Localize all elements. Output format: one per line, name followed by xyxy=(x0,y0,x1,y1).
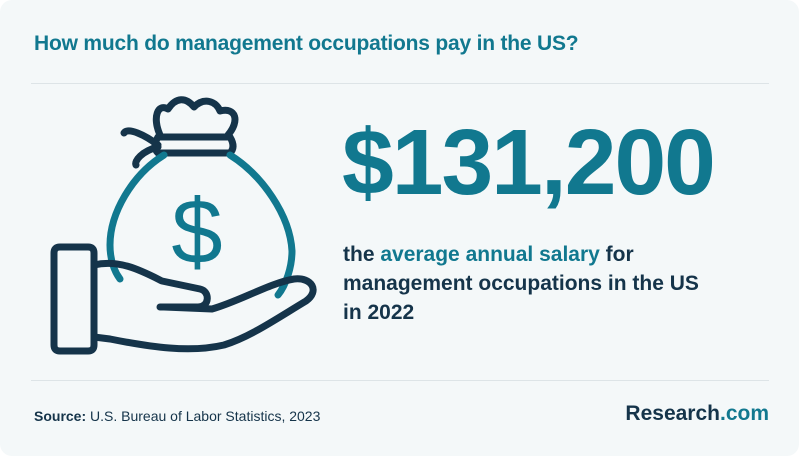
bottom-divider xyxy=(31,380,769,381)
dollar-sign-icon: $ xyxy=(171,181,222,283)
bag-knot xyxy=(152,96,239,139)
source-label: Source: xyxy=(34,408,87,424)
source-note: Source: U.S. Bureau of Labor Statistics,… xyxy=(34,408,320,424)
source-text: U.S. Bureau of Labor Statistics, 2023 xyxy=(86,408,321,424)
description-prefix: the xyxy=(343,243,381,266)
bag-tie xyxy=(151,133,237,157)
brand-suffix: .com xyxy=(719,402,769,425)
salary-description: the average annual salary for management… xyxy=(343,240,703,327)
money-bag-in-hand-icon: $ xyxy=(50,96,317,355)
brand-logo: Research.com xyxy=(625,402,769,426)
top-divider xyxy=(31,83,769,84)
description-suffix: for management occupations in the US in … xyxy=(343,243,699,324)
page-title: How much do management occupations pay i… xyxy=(34,32,579,55)
bag-string xyxy=(120,127,162,169)
brand-name: Research xyxy=(625,402,720,425)
description-highlight: average annual salary xyxy=(380,243,600,266)
hand-icon xyxy=(50,243,317,355)
salary-amount: $131,200 xyxy=(342,110,716,214)
